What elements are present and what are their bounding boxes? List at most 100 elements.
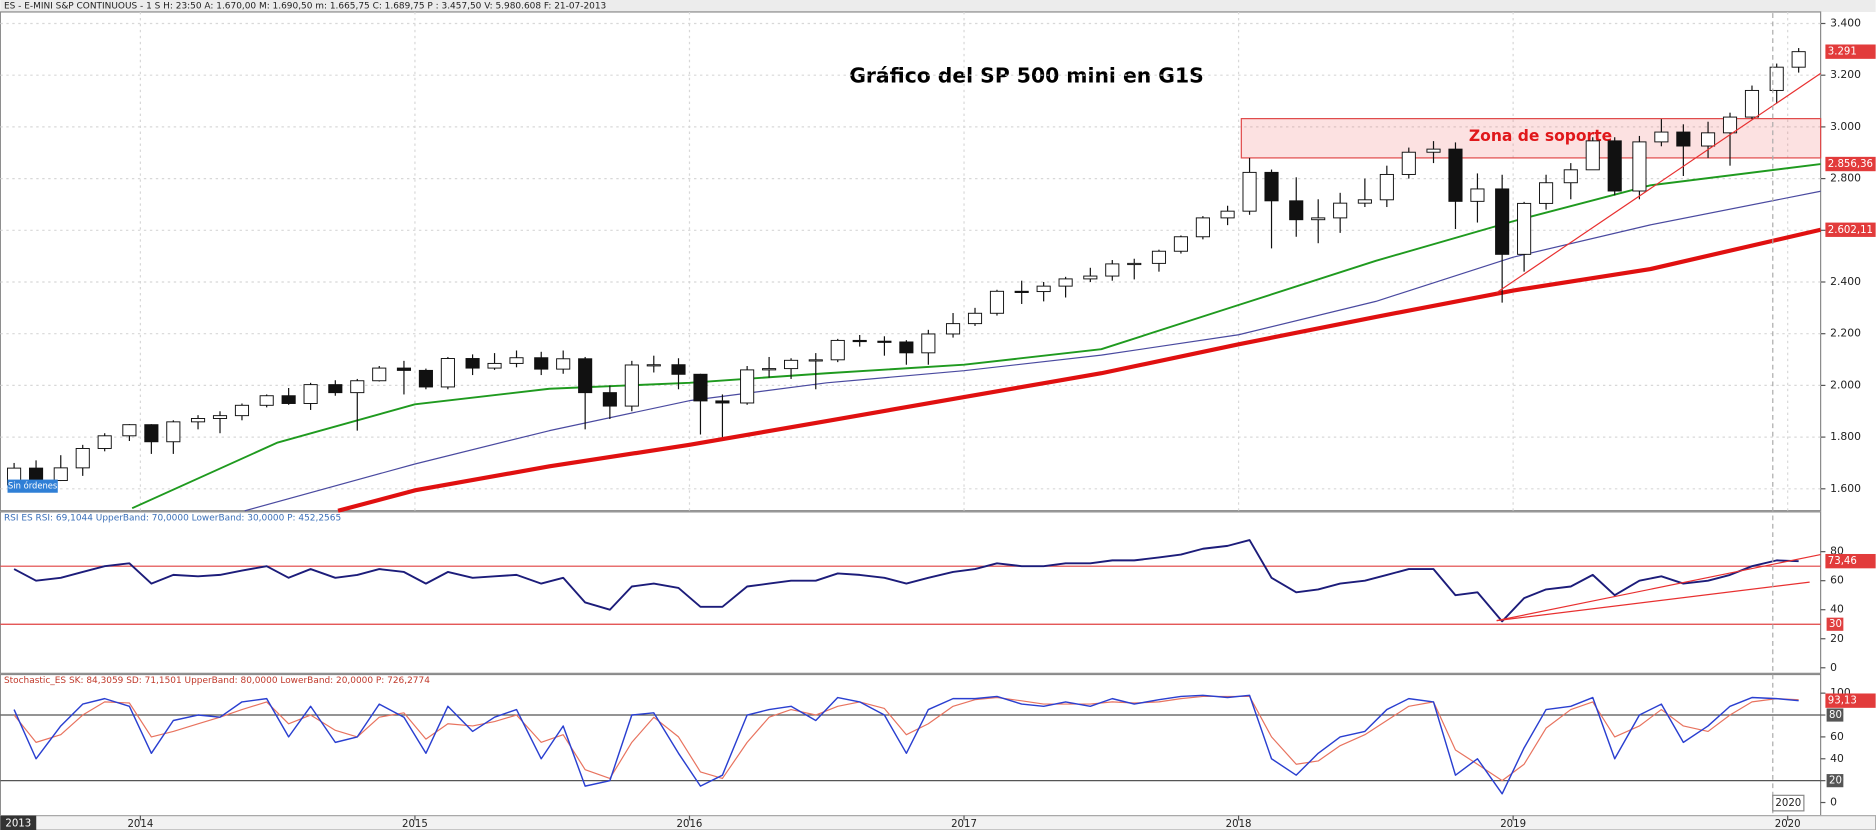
candle-body	[1289, 200, 1304, 221]
candle-body	[1539, 182, 1554, 204]
y-tick-label: 1.600	[1830, 482, 1861, 495]
candle-body	[671, 364, 686, 375]
moving-average	[131, 163, 1821, 510]
orders-button-label[interactable]: Sin órdenes	[8, 481, 57, 491]
y-tick-label: 2.400	[1830, 275, 1861, 288]
candle-body	[234, 404, 250, 417]
y-tick-label: 40	[1830, 752, 1844, 765]
cursor-label: 2020	[1775, 798, 1801, 809]
y-tick-label: 2.800	[1830, 172, 1861, 185]
candle-body	[1220, 210, 1235, 219]
candle-body	[1701, 132, 1716, 147]
candle-body	[122, 424, 137, 437]
candle-body	[1379, 173, 1394, 201]
trendline	[1496, 553, 1821, 622]
candle-body	[303, 384, 318, 404]
candle-body	[899, 341, 914, 354]
candle-body	[534, 357, 549, 370]
series-line	[13, 694, 1799, 795]
candle-body	[144, 424, 159, 443]
last-value-box	[1825, 693, 1876, 708]
candle-body	[921, 333, 936, 354]
candle-body	[75, 447, 90, 469]
candle-body	[556, 358, 571, 370]
candle-body	[97, 435, 112, 449]
last-value-label: 2.602,11	[1828, 225, 1873, 236]
candle-body	[740, 369, 755, 404]
last-value-box	[1825, 222, 1876, 237]
candle-body	[945, 323, 961, 335]
candle-body	[1426, 148, 1441, 153]
candle-body	[715, 400, 730, 404]
last-value-label: 93,13	[1828, 696, 1857, 707]
candle-body	[1495, 188, 1510, 255]
candle-body	[1242, 171, 1257, 212]
candle-body	[852, 339, 867, 343]
y-tick-label: 20	[1830, 632, 1844, 645]
pane-header: RSI ES RSI: 69,1044 UpperBand: 70,0000 L…	[4, 513, 341, 523]
candle-body	[578, 358, 593, 394]
candle-body	[693, 373, 708, 402]
candle-body	[602, 392, 617, 407]
last-value-label: 2.856,36	[1828, 159, 1873, 170]
last-value-box	[1825, 44, 1876, 59]
candle-body	[1173, 236, 1188, 252]
candle-body	[328, 384, 343, 394]
candle-body	[808, 359, 823, 362]
cursor-box	[0, 815, 37, 830]
candle-body	[1517, 202, 1532, 255]
candle-body	[1791, 51, 1806, 68]
trendline	[1496, 72, 1821, 294]
y-tick-label: 3.000	[1830, 120, 1861, 133]
x-tick-label: 2018	[1226, 819, 1252, 830]
band-box	[1826, 774, 1844, 788]
pane-header: ES - E-MINI S&P CONTINUOUS - 1 S H: 23:5…	[4, 1, 606, 11]
chart-title: Gráfico del SP 500 mini en G1S	[849, 64, 1204, 88]
band-box	[1826, 617, 1844, 631]
x-tick-label: 2015	[402, 819, 428, 830]
candle-body	[418, 369, 433, 388]
trendline	[1496, 581, 1810, 622]
candle-body	[1769, 66, 1784, 91]
cursor-box	[1772, 794, 1805, 812]
candle-body	[53, 467, 68, 482]
y-tick-label: 60	[1830, 574, 1844, 587]
candle-body	[967, 312, 983, 325]
x-tick-label: 2020	[1775, 819, 1801, 830]
y-tick-label: 1.800	[1830, 430, 1861, 443]
candle-body	[350, 380, 365, 394]
y-tick-label: 0	[1830, 661, 1837, 674]
pane-header: Stochastic_ES SK: 84,3059 SD: 71,1501 Up…	[4, 676, 430, 686]
orders-button[interactable]	[7, 479, 58, 493]
candle-body	[465, 358, 480, 369]
candle-body	[396, 367, 412, 371]
y-tick-label: 2.200	[1830, 327, 1861, 340]
series-line	[13, 539, 1799, 623]
candle-body	[1127, 262, 1142, 266]
x-tick-label: 2017	[951, 819, 977, 830]
candle-body	[1195, 217, 1210, 238]
candle-body	[1563, 169, 1578, 184]
y-tick-label: 2.000	[1830, 378, 1861, 391]
candle-body	[509, 357, 524, 364]
band-label: 80	[1829, 710, 1842, 721]
candle-body	[1311, 217, 1326, 221]
price-pane	[0, 11, 1822, 512]
candle-body	[1264, 171, 1279, 202]
candle-body	[1333, 202, 1348, 219]
last-value-box	[1825, 553, 1876, 569]
cursor-label: 2013	[5, 818, 31, 829]
moving-average	[337, 227, 1822, 513]
band-label: 30	[1829, 619, 1842, 630]
candle-body	[1105, 263, 1120, 277]
x-tick-label: 2014	[127, 819, 153, 830]
candle-body	[166, 421, 181, 443]
series-line	[13, 695, 1799, 782]
moving-average	[244, 190, 1821, 512]
candle-body	[190, 418, 206, 423]
candle-body	[1470, 188, 1485, 202]
candle-body	[1014, 290, 1029, 293]
